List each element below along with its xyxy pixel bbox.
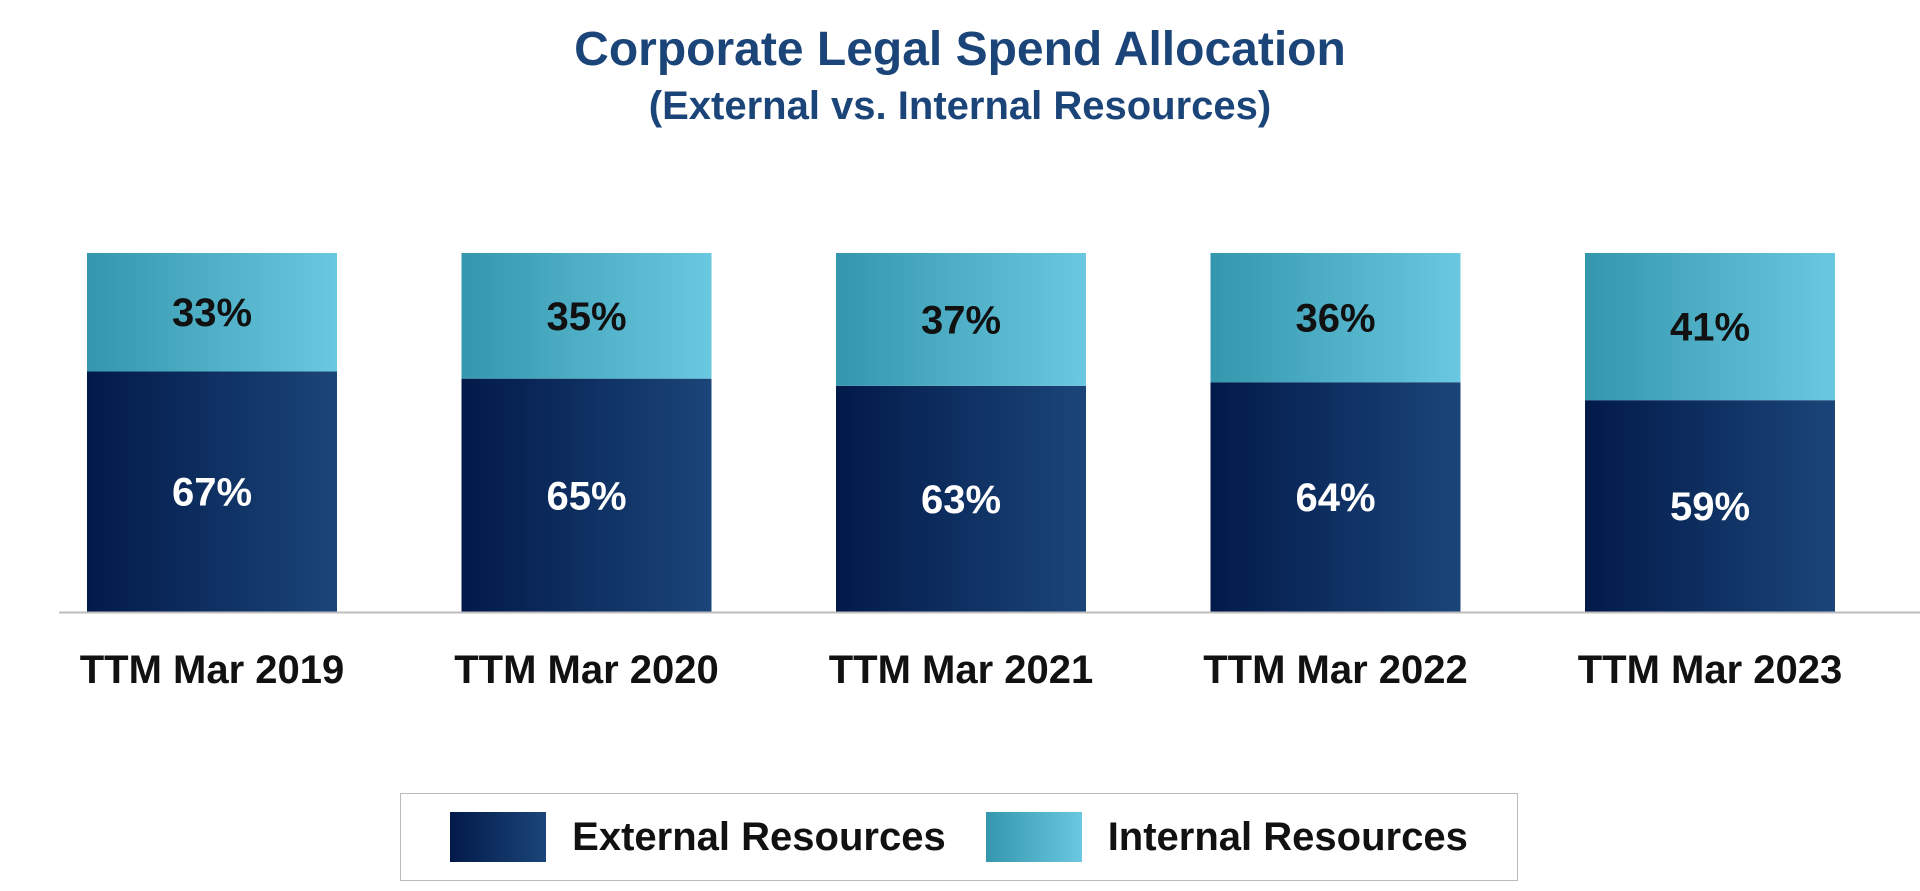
data-label: 59% [1670, 485, 1750, 529]
bar-external-4 [1585, 400, 1835, 612]
x-tick-label: TTM Mar 2020 [454, 648, 719, 692]
x-tick-label: TTM Mar 2021 [829, 648, 1094, 692]
data-label: 63% [921, 478, 1001, 522]
legend-label-internal: Internal Resources [1107, 814, 1468, 859]
bar-external-1 [461, 378, 712, 612]
bar-external-2 [836, 385, 1086, 612]
data-label: 35% [546, 295, 626, 339]
data-label: 33% [172, 291, 252, 335]
legend: External Resources Internal Resources [400, 793, 1518, 881]
x-tick-label: TTM Mar 2019 [80, 648, 345, 692]
data-label: 36% [1295, 297, 1375, 341]
legend-swatch-internal [985, 812, 1082, 862]
chart-subtitle: (External vs. Internal Resources) [648, 84, 1272, 128]
legend-label-external: External Resources [572, 814, 946, 859]
data-label: 41% [1670, 306, 1750, 350]
bar-internal-3 [1210, 253, 1461, 383]
chart-title: Corporate Legal Spend Allocation [574, 23, 1346, 76]
bar-external-0 [87, 371, 337, 612]
legend-item-external: External Resources [450, 812, 946, 862]
data-label: 64% [1295, 476, 1375, 520]
bar-external-3 [1210, 382, 1461, 612]
legend-item-internal: Internal Resources [985, 812, 1468, 862]
bar-internal-4 [1585, 253, 1835, 401]
data-label: 67% [172, 471, 252, 515]
x-tick-label: TTM Mar 2023 [1578, 648, 1843, 692]
x-tick-label: TTM Mar 2022 [1203, 648, 1468, 692]
bar-internal-1 [461, 253, 712, 379]
data-label: 37% [921, 298, 1001, 342]
stacked-bar-chart: 67% 33% TTM Mar 2019 65% 35% TTM Mar 2020 63% 3… [59, 253, 1920, 692]
data-label: 65% [546, 474, 626, 518]
legend-swatch-external [450, 812, 547, 862]
bar-internal-0 [87, 253, 337, 372]
bar-internal-2 [836, 253, 1086, 386]
